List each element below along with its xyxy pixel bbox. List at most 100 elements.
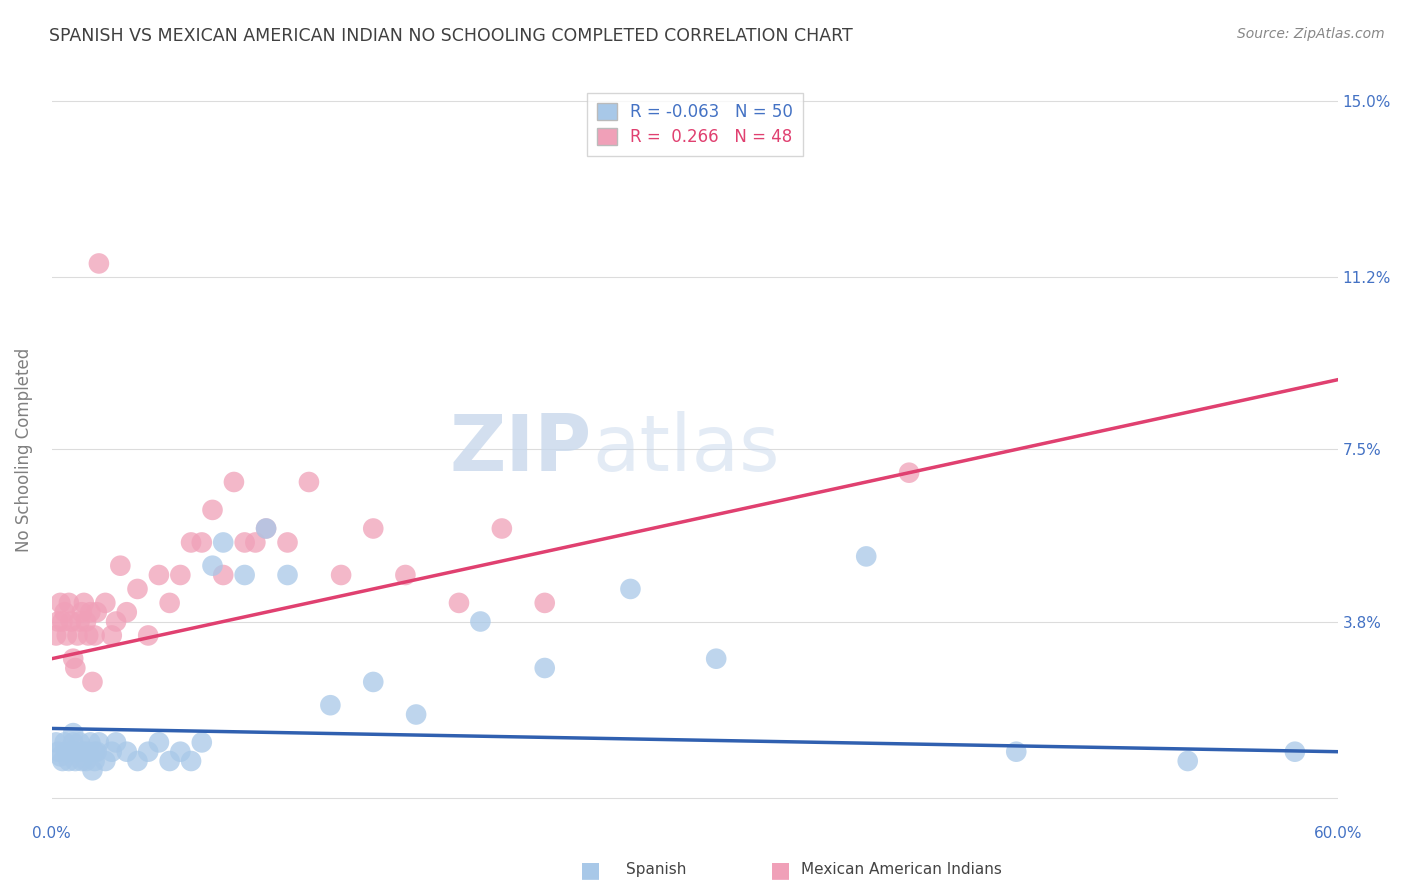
Point bbox=[136, 745, 159, 759]
Y-axis label: No Schooling Completed: No Schooling Completed bbox=[15, 347, 32, 551]
Point bbox=[704, 651, 727, 665]
Point bbox=[51, 615, 73, 629]
Point bbox=[855, 549, 877, 564]
Point bbox=[201, 558, 224, 573]
Point bbox=[127, 582, 149, 596]
Point bbox=[66, 745, 89, 759]
Point bbox=[55, 628, 77, 642]
Point bbox=[46, 745, 69, 759]
Point bbox=[159, 754, 181, 768]
Point bbox=[62, 735, 84, 749]
Point bbox=[49, 596, 72, 610]
Text: atlas: atlas bbox=[592, 411, 779, 487]
Point bbox=[49, 749, 72, 764]
Point bbox=[298, 475, 321, 489]
Point bbox=[53, 605, 76, 619]
Text: ZIP: ZIP bbox=[450, 411, 592, 487]
Point bbox=[115, 745, 138, 759]
Point bbox=[180, 535, 202, 549]
Point bbox=[94, 596, 117, 610]
Point bbox=[51, 754, 73, 768]
Point bbox=[73, 745, 96, 759]
Point bbox=[62, 651, 84, 665]
Point bbox=[330, 568, 353, 582]
Point bbox=[100, 745, 122, 759]
Point bbox=[470, 615, 492, 629]
Point bbox=[87, 735, 110, 749]
Text: Source: ZipAtlas.com: Source: ZipAtlas.com bbox=[1237, 27, 1385, 41]
Point bbox=[115, 605, 138, 619]
Point bbox=[58, 596, 80, 610]
Point bbox=[276, 568, 298, 582]
Point bbox=[86, 745, 108, 759]
Point bbox=[105, 735, 128, 749]
Text: Spanish: Spanish bbox=[626, 863, 686, 877]
Point bbox=[159, 596, 181, 610]
Text: ■: ■ bbox=[770, 860, 790, 880]
Point bbox=[79, 735, 101, 749]
Point bbox=[201, 503, 224, 517]
Point bbox=[58, 754, 80, 768]
Point bbox=[405, 707, 427, 722]
Point bbox=[898, 466, 921, 480]
Point bbox=[60, 615, 83, 629]
Text: ■: ■ bbox=[581, 860, 600, 880]
Point bbox=[77, 745, 100, 759]
Point bbox=[394, 568, 416, 582]
Point bbox=[447, 596, 470, 610]
Point bbox=[619, 582, 641, 596]
Point bbox=[82, 675, 104, 690]
Point bbox=[191, 735, 214, 749]
Point bbox=[233, 535, 256, 549]
Point bbox=[73, 596, 96, 610]
Point bbox=[100, 628, 122, 642]
Point bbox=[65, 754, 87, 768]
Point bbox=[254, 521, 277, 535]
Point bbox=[69, 735, 91, 749]
Point bbox=[1177, 754, 1199, 768]
Point bbox=[319, 698, 342, 713]
Point bbox=[45, 735, 67, 749]
Point bbox=[254, 521, 277, 535]
Point bbox=[361, 675, 384, 690]
Point bbox=[69, 615, 91, 629]
Point bbox=[245, 535, 267, 549]
Point bbox=[1005, 745, 1028, 759]
Point bbox=[276, 535, 298, 549]
Point bbox=[169, 745, 191, 759]
Point bbox=[169, 568, 191, 582]
Point bbox=[127, 754, 149, 768]
Point bbox=[77, 628, 100, 642]
Point bbox=[491, 521, 513, 535]
Point bbox=[533, 661, 555, 675]
Point bbox=[94, 754, 117, 768]
Point bbox=[62, 726, 84, 740]
Point bbox=[87, 256, 110, 270]
Point bbox=[533, 596, 555, 610]
Point bbox=[45, 628, 67, 642]
Point bbox=[83, 628, 105, 642]
Point bbox=[83, 754, 105, 768]
Point bbox=[55, 745, 77, 759]
Point bbox=[86, 605, 108, 619]
Point bbox=[191, 535, 214, 549]
Point bbox=[82, 764, 104, 778]
Point bbox=[222, 475, 245, 489]
Point bbox=[110, 558, 132, 573]
Text: Mexican American Indians: Mexican American Indians bbox=[801, 863, 1002, 877]
Point bbox=[212, 568, 235, 582]
Point bbox=[233, 568, 256, 582]
Point bbox=[148, 735, 170, 749]
Point bbox=[361, 521, 384, 535]
Point bbox=[212, 535, 235, 549]
Point bbox=[180, 754, 202, 768]
Point bbox=[1284, 745, 1306, 759]
Point bbox=[83, 745, 105, 759]
Point bbox=[75, 615, 97, 629]
Point bbox=[75, 754, 97, 768]
Point bbox=[136, 628, 159, 642]
Point bbox=[70, 605, 93, 619]
Point bbox=[53, 735, 76, 749]
Text: SPANISH VS MEXICAN AMERICAN INDIAN NO SCHOOLING COMPLETED CORRELATION CHART: SPANISH VS MEXICAN AMERICAN INDIAN NO SC… bbox=[49, 27, 853, 45]
Point bbox=[60, 745, 83, 759]
